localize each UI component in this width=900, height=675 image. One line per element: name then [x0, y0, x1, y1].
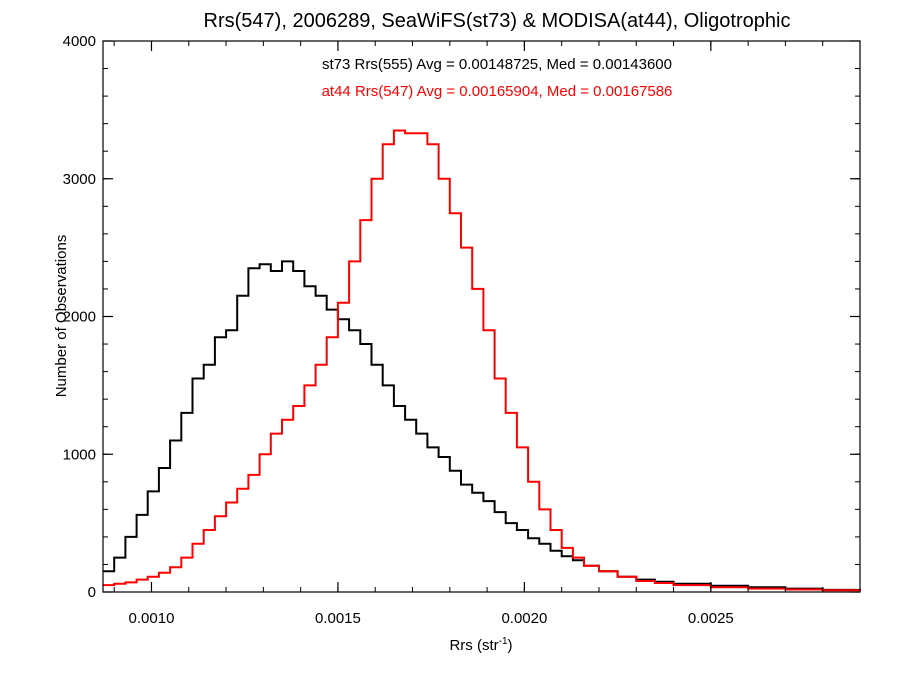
x-tick-label: 0.0020: [501, 610, 547, 627]
x-tick-label: 0.0010: [129, 610, 175, 627]
legend-entry-at44: at44 Rrs(547) Avg = 0.00165904, Med = 0.…: [322, 83, 673, 100]
x-tick-label: 0.0015: [315, 610, 361, 627]
y-axis-label: Number of Observations: [53, 235, 70, 398]
x-axis-label-base: Rrs (str: [449, 637, 498, 654]
series-line-0: [103, 260, 861, 591]
y-tick-label: 0: [88, 584, 96, 601]
x-axis-label-sup: -1: [499, 636, 508, 647]
x-axis-label: Rrs (str-1): [449, 636, 512, 654]
series-layer: [103, 129, 861, 592]
chart-title: Rrs(547), 2006289, SeaWiFS(st73) & MODIS…: [204, 10, 791, 32]
x-axis-label-tail: ): [508, 637, 513, 654]
series-line-1: [103, 129, 861, 592]
y-tick-label: 2000: [63, 309, 96, 326]
y-tick-labels: 0 1000 2000 3000 4000: [63, 33, 96, 601]
y-tick-label: 1000: [63, 446, 96, 463]
y-tick-label: 4000: [63, 33, 96, 50]
ticks-layer: [103, 40, 861, 593]
y-tick-label: 3000: [63, 171, 96, 188]
x-tick-labels: 0.0010 0.0015 0.0020 0.0025: [129, 610, 734, 627]
x-tick-label: 0.0025: [688, 610, 734, 627]
plot-frame: [102, 40, 861, 593]
legend-entry-st73: st73 Rrs(555) Avg = 0.00148725, Med = 0.…: [322, 56, 672, 73]
